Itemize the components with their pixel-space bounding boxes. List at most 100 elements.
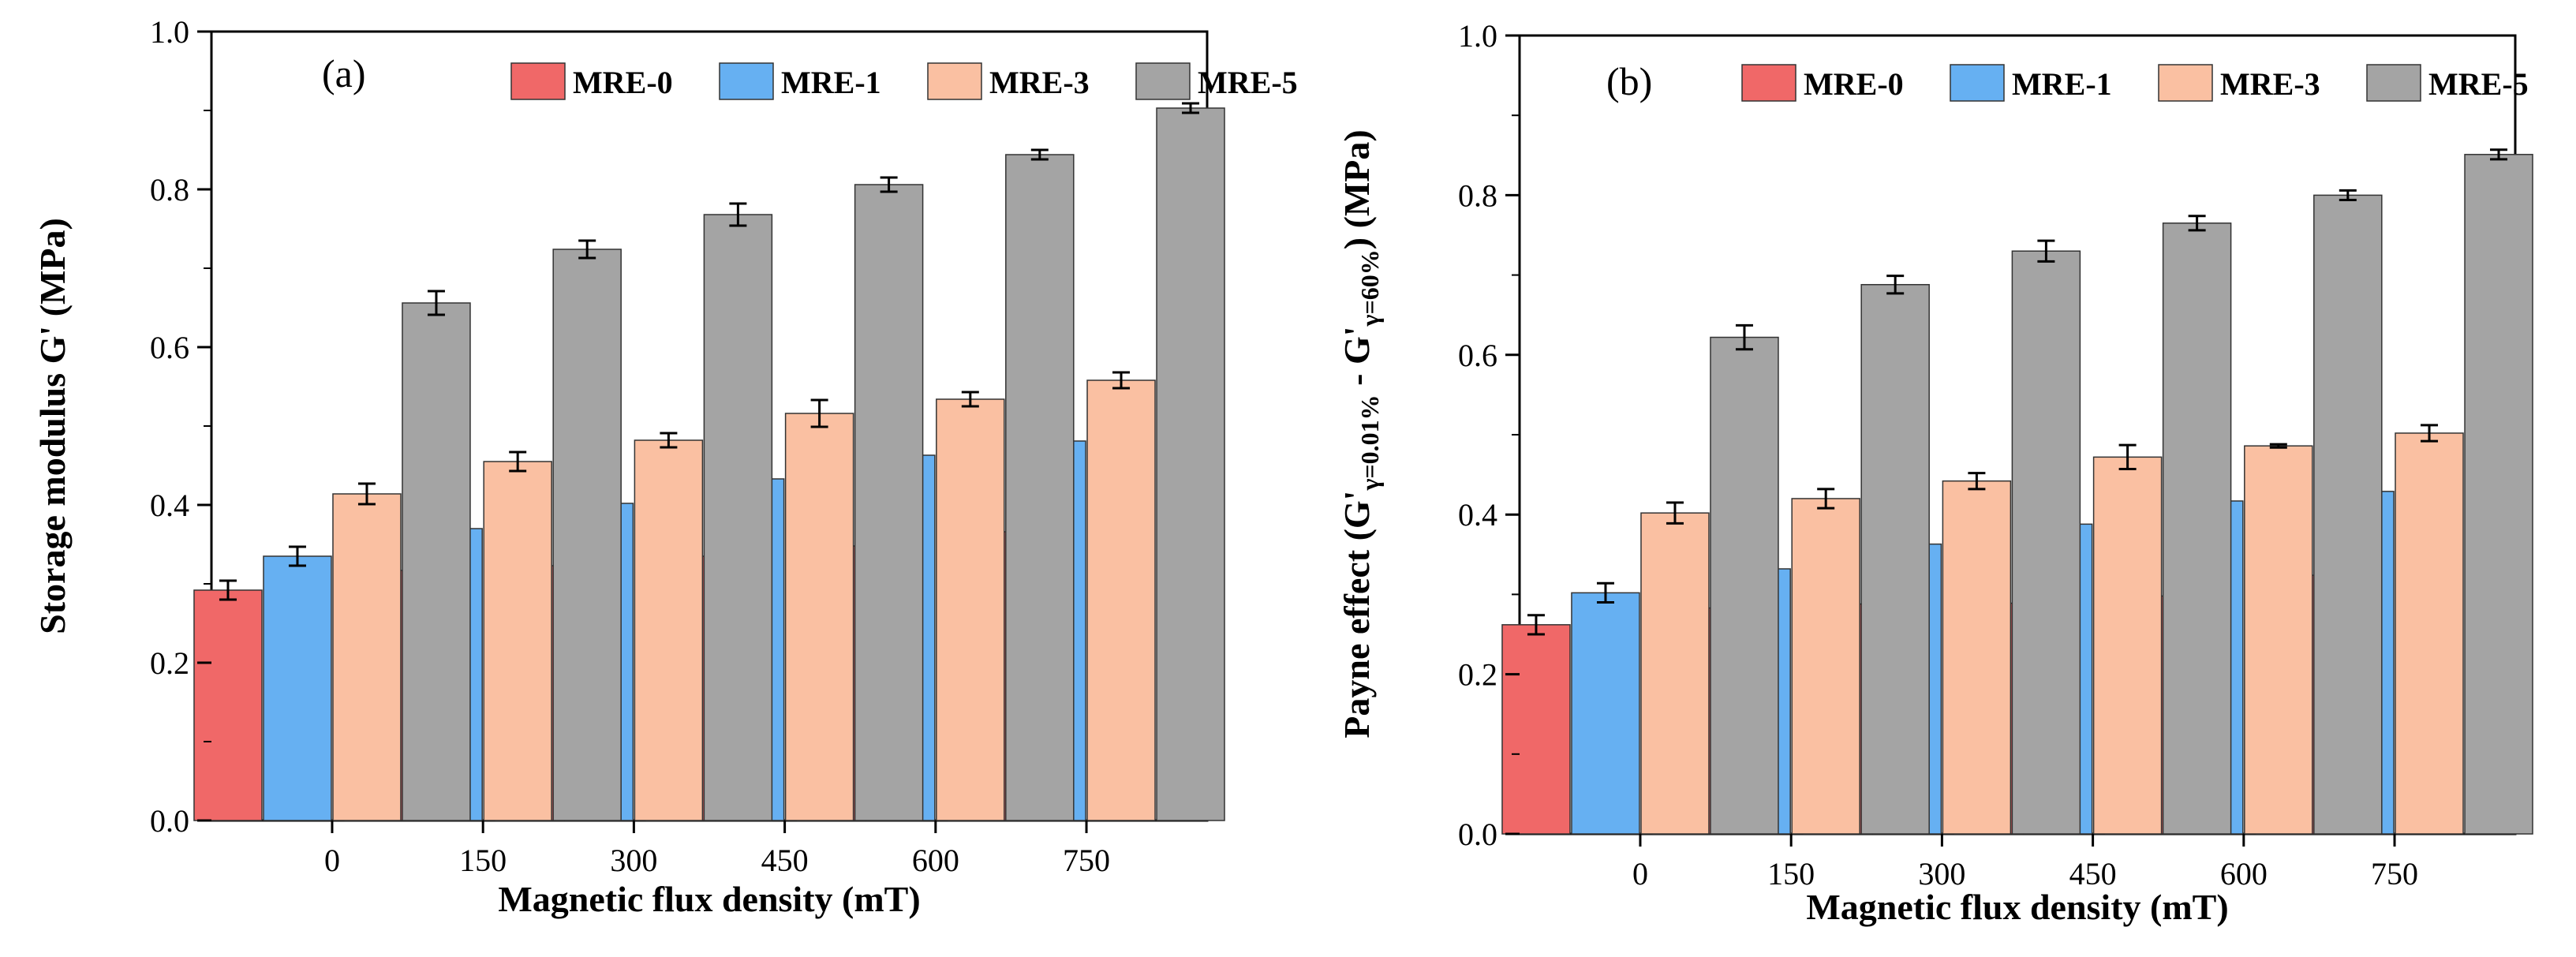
legend-item-mre-0: MRE-0 — [510, 62, 673, 100]
error-bar-mre-3-600 — [961, 391, 979, 408]
error-bar-mre-3-0 — [1666, 501, 1684, 525]
legend-item-mre-1: MRE-1 — [1950, 64, 2112, 102]
y-tick-label: 1.0 — [1458, 18, 1497, 54]
panel-b-bars — [1501, 148, 2533, 835]
x-tick-label: 450 — [2069, 856, 2117, 892]
bar-mre-3-150 — [1791, 498, 1860, 835]
x-tick-label: 300 — [1918, 856, 1965, 892]
error-bar-mre-3-300 — [660, 432, 678, 449]
error-bar-mre-1-0 — [1596, 581, 1614, 604]
legend-label: MRE-3 — [2220, 66, 2320, 102]
bar-mre-0-0 — [193, 589, 263, 821]
bar-mre-3-450 — [2092, 456, 2163, 835]
panel-b-y-title-mid: - G' — [1337, 326, 1377, 394]
x-tick-label: 600 — [2220, 856, 2268, 892]
panel-a-axes: 0.0 0.2 0.4 0.6 0.8 1.0 0 150 300 450 600 750 — [150, 14, 1110, 878]
legend-swatch — [2158, 64, 2213, 102]
x-tick-label: 750 — [2371, 856, 2418, 892]
bar-mre-5-0 — [1710, 336, 1779, 835]
x-tick-label: 750 — [1063, 843, 1110, 878]
error-bar-mre-3-0 — [357, 482, 376, 506]
error-bar-mre-5-0 — [1735, 323, 1753, 351]
error-bar-mre-5-750 — [2490, 148, 2508, 161]
legend-swatch — [2366, 64, 2421, 102]
legend-swatch — [719, 62, 774, 100]
bar-mre-3-450 — [784, 413, 854, 821]
bar-mre-5-600 — [1005, 154, 1075, 821]
legend-swatch — [1135, 62, 1191, 100]
bar-mre-3-600 — [2244, 445, 2313, 835]
y-tick-label: 0.2 — [150, 645, 189, 681]
x-tick-label: 0 — [1632, 856, 1648, 892]
error-bar-mre-5-300 — [2037, 239, 2055, 263]
legend-label: MRE-0 — [573, 65, 673, 100]
error-bar-mre-5-150 — [1886, 275, 1905, 295]
panel-a-legend: MRE-0 MRE-1 MRE-3 MRE-5 — [510, 62, 1298, 100]
legend-label: MRE-5 — [1198, 65, 1298, 100]
error-bar-mre-5-450 — [880, 176, 898, 193]
y-tick-label: 0.6 — [1458, 338, 1497, 373]
y-tick-label: 0.4 — [1458, 497, 1497, 533]
error-bar-mre-5-450 — [2188, 215, 2206, 232]
panel-a-y-axis-title: Storage modulus G' (MPa) — [32, 218, 73, 634]
error-bar-mre-0-0 — [219, 579, 237, 601]
panel-b-chart: 0.0 0.2 0.4 0.6 0.8 1.0 0 150 300 450 600 750 (b) M… — [1337, 18, 2533, 927]
legend-label: MRE-3 — [989, 65, 1090, 100]
error-bar-mre-3-450 — [2118, 443, 2137, 471]
x-tick-label: 300 — [610, 843, 657, 878]
error-bar-mre-5-300 — [729, 202, 747, 227]
bar-mre-5-750 — [2464, 154, 2533, 835]
bar-mre-3-150 — [483, 461, 552, 821]
y-tick-label: 0.0 — [1458, 817, 1497, 852]
bar-mre-3-0 — [1640, 512, 1710, 835]
panel-b-legend: MRE-0 MRE-1 MRE-3 MRE-5 — [1741, 64, 2529, 102]
bar-mre-1-0 — [1571, 592, 1640, 835]
legend-swatch — [510, 62, 566, 100]
error-bar-mre-0-0 — [1527, 614, 1545, 636]
legend-swatch — [1741, 64, 1796, 102]
bar-mre-5-600 — [2313, 194, 2383, 835]
legend-item-mre-0: MRE-0 — [1741, 64, 1904, 102]
bar-mre-5-750 — [1156, 107, 1225, 821]
error-bar-mre-3-150 — [509, 450, 527, 473]
x-tick-label: 0 — [324, 843, 340, 878]
bar-mre-1-0 — [263, 555, 332, 821]
panel-b-y-title-prefix: Payne effect (G' — [1337, 491, 1377, 738]
error-bar-mre-5-750 — [1182, 102, 1200, 114]
error-bar-mre-3-300 — [1968, 472, 1986, 491]
x-tick-label: 450 — [761, 843, 809, 878]
bar-mre-5-150 — [1860, 283, 1930, 835]
y-tick-label: 0.0 — [150, 803, 189, 839]
y-tick-label: 0.8 — [1458, 178, 1497, 213]
y-tick-label: 0.8 — [150, 172, 189, 207]
y-tick-label: 0.2 — [1458, 657, 1497, 693]
error-bar-mre-5-150 — [578, 239, 596, 260]
x-tick-label: 600 — [912, 843, 959, 878]
bar-mre-5-150 — [552, 249, 622, 821]
panel-a-label: (a) — [322, 51, 366, 95]
error-bar-mre-5-600 — [2339, 189, 2357, 201]
legend-item-mre-3: MRE-3 — [927, 62, 1090, 100]
bar-mre-5-300 — [703, 214, 773, 821]
panel-a-x-axis-title: Magnetic flux density (mT) — [498, 879, 920, 919]
legend-label: MRE-1 — [2012, 66, 2112, 102]
error-bar-mre-1-0 — [288, 545, 306, 567]
bar-mre-5-450 — [854, 184, 924, 821]
panel-a-bars — [193, 102, 1225, 821]
panel-b-x-axis-title: Magnetic flux density (mT) — [1806, 887, 2228, 927]
x-tick-label: 150 — [1767, 856, 1815, 892]
legend-swatch — [1950, 64, 2005, 102]
legend-item-mre-3: MRE-3 — [2158, 64, 2320, 102]
x-tick-label: 150 — [459, 843, 507, 878]
legend-item-mre-1: MRE-1 — [719, 62, 881, 100]
error-bar-mre-5-0 — [427, 290, 445, 316]
y-tick-label: 1.0 — [150, 14, 189, 50]
bar-mre-5-450 — [2162, 222, 2232, 835]
legend-swatch — [927, 62, 982, 100]
bar-mre-5-300 — [2011, 250, 2081, 835]
error-bar-mre-3-750 — [1112, 371, 1131, 390]
legend-label: MRE-0 — [1804, 66, 1904, 102]
bar-mre-3-750 — [1086, 379, 1156, 821]
bar-mre-3-300 — [1942, 480, 2012, 835]
